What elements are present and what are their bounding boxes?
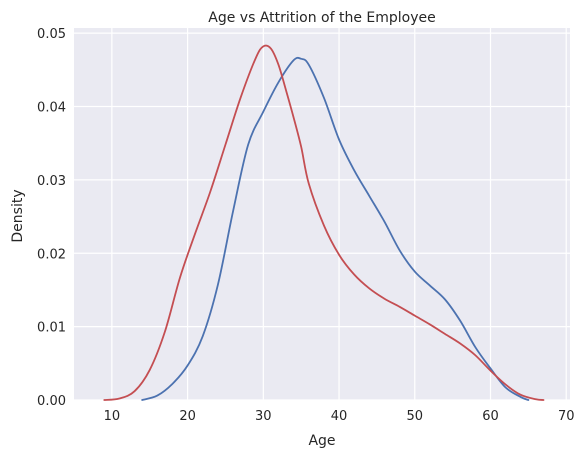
x-tick-label: 60 (482, 409, 499, 424)
y-tick-label: 0.04 (37, 101, 66, 116)
y-tick-label: 0.01 (37, 321, 66, 336)
y-tick-label: 0.05 (37, 27, 66, 42)
x-tick-label: 20 (179, 409, 196, 424)
x-tick-label: 10 (104, 409, 121, 424)
y-tick-labels: 0.00 0.01 0.02 0.03 0.04 0.05 (37, 27, 66, 409)
y-tick-label: 0.00 (37, 394, 66, 409)
x-tick-label: 40 (331, 409, 348, 424)
density-curve-1 (141, 56, 530, 401)
series-layer (103, 44, 545, 401)
x-tick-label: 70 (558, 409, 575, 424)
x-tick-labels: 10 20 30 40 50 60 70 (104, 409, 575, 424)
chart-title: Age vs Attrition of the Employee (208, 10, 436, 26)
grid-y (74, 32, 570, 401)
density-curve-2 (103, 44, 545, 401)
x-axis-label: Age (308, 433, 335, 449)
y-tick-label: 0.02 (37, 247, 66, 262)
x-tick-label: 50 (406, 409, 423, 424)
y-tick-label: 0.03 (37, 174, 66, 189)
plot-background (74, 28, 570, 400)
y-axis-label: Density (10, 189, 26, 242)
grid-x (111, 28, 567, 400)
x-tick-label: 30 (255, 409, 272, 424)
